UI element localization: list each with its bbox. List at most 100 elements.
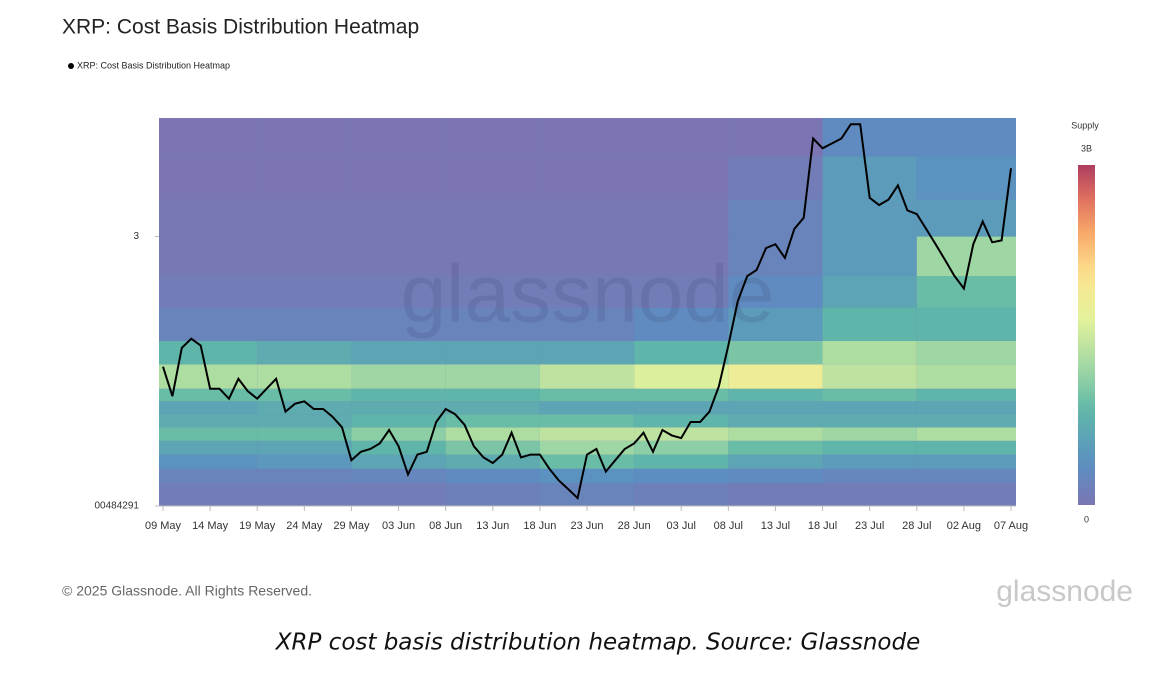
heatmap-cell (916, 118, 1016, 157)
heatmap-cell (916, 454, 1016, 469)
heatmap-cell (445, 156, 540, 200)
copyright: © 2025 Glassnode. All Rights Reserved. (62, 583, 312, 599)
heatmap-cell (539, 156, 635, 200)
heatmap-cell (445, 364, 540, 389)
caption: XRP cost basis distribution heatmap. Sou… (275, 630, 920, 656)
heatmap-cell (351, 427, 446, 441)
heatmap-cell (351, 388, 446, 402)
heatmap-cell (634, 388, 729, 402)
heatmap-cell (445, 440, 540, 455)
heatmap-cell (634, 414, 729, 428)
heatmap-cell (634, 199, 729, 237)
heatmap-cell (351, 236, 446, 277)
x-tick-label: 03 Jul (667, 520, 696, 532)
heatmap-cell (159, 340, 258, 365)
heatmap-cell (539, 199, 635, 237)
heatmap-cell (539, 427, 635, 441)
colorbar (1078, 165, 1095, 505)
heatmap-cell (728, 199, 823, 237)
heatmap-cell (445, 427, 540, 441)
x-tick-label: 28 Jun (618, 520, 651, 532)
heatmap-cell (916, 414, 1016, 428)
heatmap-cell (728, 118, 823, 157)
heatmap-cell (445, 454, 540, 469)
heatmap-cell (445, 483, 540, 506)
heatmap-cell (634, 236, 729, 277)
x-tick-label: 09 May (145, 520, 182, 532)
heatmap-cell (445, 236, 540, 277)
heatmap-cell (445, 199, 540, 237)
logo: glassnode (996, 575, 1133, 608)
heatmap-cell (257, 388, 352, 402)
x-tick-label: 24 May (286, 520, 323, 532)
heatmap-cell (257, 340, 352, 365)
heatmap-cell (159, 483, 258, 506)
heatmap-cell (351, 364, 446, 389)
heatmap-cell (445, 414, 540, 428)
heatmap-cell (822, 440, 917, 455)
heatmap-cell (159, 401, 258, 415)
x-tick-label: 28 Jul (902, 520, 931, 532)
heatmap-cell (822, 199, 917, 237)
heatmap-cell (916, 483, 1016, 506)
x-tick-label: 13 Jul (761, 520, 790, 532)
heatmap-cell (445, 118, 540, 157)
x-tick-label: 23 Jul (855, 520, 884, 532)
heatmap-cell (634, 364, 729, 389)
heatmap-cell (728, 307, 823, 341)
heatmap-cell (822, 364, 917, 389)
heatmap-cell (159, 156, 258, 200)
heatmap-cell (445, 340, 540, 365)
heatmap-cell (257, 440, 352, 455)
watermark: glassnode (401, 249, 775, 340)
heatmap-cell (351, 276, 446, 308)
heatmap-cell (257, 118, 352, 157)
x-tick-label: 29 May (333, 520, 370, 532)
heatmap-cell (634, 401, 729, 415)
heatmap-cell (539, 364, 635, 389)
heatmap-cell (445, 307, 540, 341)
heatmap-cell (822, 454, 917, 469)
y-tick-label: 00484291 (95, 501, 140, 512)
heatmap-cell (634, 118, 729, 157)
x-tick-label: 18 Jul (808, 520, 837, 532)
heatmap-cell (916, 427, 1016, 441)
heatmap-cell (539, 483, 635, 506)
heatmap-cell (539, 440, 635, 455)
heatmap-cell (822, 468, 917, 484)
heatmap-cell (539, 414, 635, 428)
heatmap-cell (728, 468, 823, 484)
heatmap-cell (257, 199, 352, 237)
heatmap-cell (351, 340, 446, 365)
heatmap-cell (257, 468, 352, 484)
heatmap-cell (728, 401, 823, 415)
heatmap-cell (159, 236, 258, 277)
heatmap-cell (159, 427, 258, 441)
heatmap-cell (539, 388, 635, 402)
heatmap-cell (822, 427, 917, 441)
heatmap-cell (257, 454, 352, 469)
heatmap-cell (822, 276, 917, 308)
heatmap-cell (916, 364, 1016, 389)
heatmap-cell (728, 276, 823, 308)
heatmap-cell (351, 468, 446, 484)
heatmap-cell (159, 440, 258, 455)
heatmap-cell (634, 483, 729, 506)
x-tick-label: 08 Jun (429, 520, 462, 532)
heatmap-cell (351, 118, 446, 157)
heatmap-cell (257, 401, 352, 415)
heatmap-cell (159, 454, 258, 469)
heatmap-cell (351, 414, 446, 428)
x-tick-label: 14 May (192, 520, 229, 532)
y-tick-label: 3 (133, 231, 139, 242)
heatmap-cell (539, 401, 635, 415)
colorbar-tick-label: 3B (1081, 143, 1092, 153)
heatmap-cell (257, 364, 352, 389)
heatmap-cell (728, 388, 823, 402)
x-tick-label: 08 Jul (714, 520, 743, 532)
heatmap-cell (916, 440, 1016, 455)
plot-area: glassnode (159, 118, 1016, 506)
heatmap-cell (916, 388, 1016, 402)
x-tick-label: 03 Jun (382, 520, 415, 532)
